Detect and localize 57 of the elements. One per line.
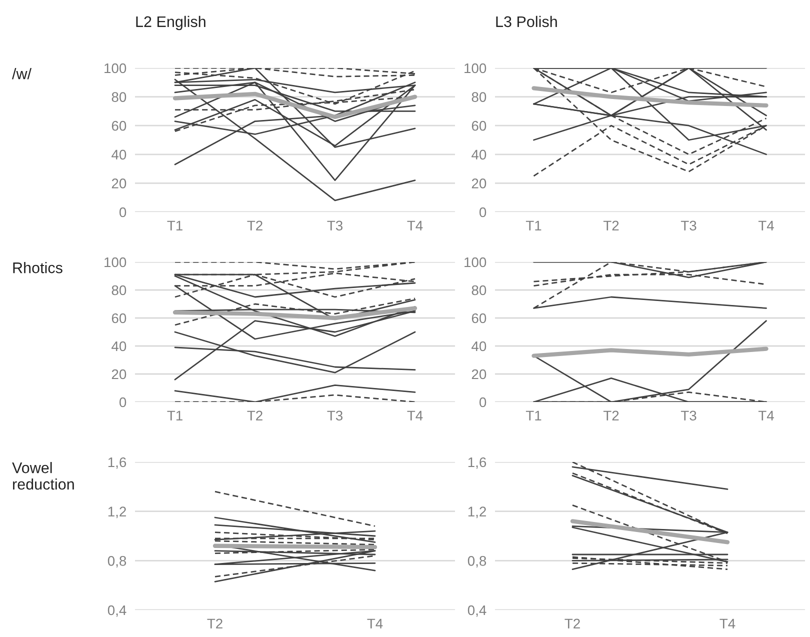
y-tick-label: 80 bbox=[472, 92, 486, 102]
y-tick-label: 20 bbox=[112, 369, 126, 380]
x-tick-label: T4 bbox=[407, 220, 423, 230]
y-tick-label: 80 bbox=[472, 285, 486, 296]
x-tick-label: T4 bbox=[758, 410, 774, 420]
y-axis-title: /w/ bbox=[12, 68, 32, 80]
x-tick-label: T3 bbox=[327, 410, 342, 421]
y-tick-label: 60 bbox=[112, 313, 126, 324]
y-tick-label: 0,8 bbox=[468, 556, 486, 568]
x-tick-label: T3 bbox=[327, 220, 342, 231]
y-tick-label: 1,2 bbox=[108, 506, 126, 518]
y-tick-label: 100 bbox=[104, 63, 126, 74]
x-tick-label: T1 bbox=[526, 220, 542, 230]
x-tick-label: T2 bbox=[247, 410, 262, 420]
y-tick-label: 0 bbox=[479, 397, 486, 408]
y-tick-label: 0 bbox=[479, 207, 486, 218]
y-tick-label: 60 bbox=[112, 120, 126, 131]
x-tick-label: T2 bbox=[247, 220, 262, 230]
chart-title: L3 Polish bbox=[496, 16, 557, 28]
y-axis-title: Rhotics bbox=[13, 262, 62, 274]
x-tick-label: T2 bbox=[603, 410, 619, 420]
x-tick-label: T4 bbox=[758, 220, 774, 230]
x-tick-label: T4 bbox=[720, 618, 736, 628]
y-tick-label: 0 bbox=[119, 397, 126, 408]
y-tick-label: 0 bbox=[119, 207, 126, 218]
x-tick-label: T1 bbox=[526, 410, 542, 420]
y-tick-label: 1,2 bbox=[468, 506, 486, 518]
y-tick-label: 40 bbox=[472, 150, 486, 160]
y-tick-label: 40 bbox=[112, 150, 126, 160]
x-tick-label: T4 bbox=[367, 618, 383, 628]
y-tick-label: 0,4 bbox=[108, 605, 126, 617]
y-tick-label: 80 bbox=[112, 285, 126, 296]
y-tick-label: 60 bbox=[472, 313, 486, 324]
x-tick-label: T1 bbox=[167, 410, 182, 420]
y-tick-label: 0,8 bbox=[108, 556, 126, 568]
y-tick-label: 0,4 bbox=[468, 605, 486, 617]
y-tick-label: 20 bbox=[112, 178, 126, 188]
y-tick-label: 20 bbox=[472, 369, 486, 380]
y-tick-label: 100 bbox=[104, 257, 126, 268]
x-tick-label: T2 bbox=[207, 618, 222, 628]
y-tick-label: 40 bbox=[472, 341, 486, 352]
y-tick-label: 80 bbox=[112, 92, 126, 102]
x-tick-label: T2 bbox=[603, 220, 619, 230]
y-tick-label: 1,6 bbox=[468, 457, 486, 469]
x-tick-label: T1 bbox=[167, 220, 182, 230]
y-tick-label: 60 bbox=[472, 120, 486, 131]
chart-title: L2 English bbox=[136, 16, 206, 30]
x-tick-label: T3 bbox=[680, 410, 696, 421]
y-tick-label: 100 bbox=[464, 63, 486, 74]
x-tick-label: T3 bbox=[680, 220, 696, 231]
y-tick-label: 1,6 bbox=[108, 457, 126, 469]
x-tick-label: T4 bbox=[407, 410, 423, 420]
y-tick-label: 100 bbox=[464, 257, 486, 268]
y-tick-label: 40 bbox=[112, 341, 126, 352]
y-tick-label: 20 bbox=[472, 178, 486, 188]
y-axis-title: Vowel reduction bbox=[12, 462, 74, 490]
x-tick-label: T2 bbox=[564, 618, 580, 628]
